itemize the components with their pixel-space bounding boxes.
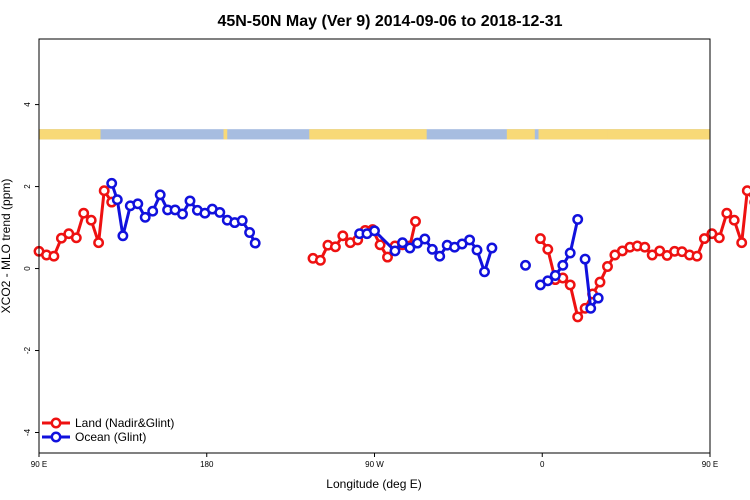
- x-tick-label-3: 0: [540, 460, 545, 469]
- series-0-point-2-26: [728, 214, 740, 226]
- series-1-point-1-8: [426, 243, 438, 255]
- series-layer: [33, 177, 750, 323]
- series-0-point-2-1: [542, 243, 554, 255]
- series-1-point-1-7: [419, 233, 431, 245]
- series-1-point-0-18: [236, 215, 248, 227]
- legend-land-marker: [50, 417, 62, 429]
- series-0-point-2-5: [572, 311, 584, 323]
- series-0-point-0-9: [98, 185, 110, 197]
- series-1-point-1-2: [369, 225, 380, 237]
- series-0-point-2-9: [602, 261, 613, 272]
- series-1-point-0-7: [154, 189, 166, 201]
- series-1-point-4-1: [585, 302, 597, 314]
- series-0-point-0-2: [48, 250, 60, 262]
- series-1-point-1-4: [397, 237, 408, 249]
- chart-title: 45N-50N May (Ver 9) 2014-09-06 to 2018-1…: [217, 13, 562, 30]
- x-tick-label-4: 90 E: [702, 460, 718, 469]
- series-1-point-2-0: [520, 259, 531, 271]
- series-1-point-1-9: [434, 250, 446, 262]
- series-0-point-1-10: [382, 251, 393, 263]
- legend-ocean-label: Ocean (Glint): [75, 430, 146, 444]
- series-1-point-0-10: [177, 208, 188, 220]
- series-0-point-0-6: [78, 207, 90, 219]
- series-0-point-1-3: [329, 241, 341, 253]
- band-land-0: [39, 129, 101, 140]
- series-1-point-3-4: [564, 247, 576, 259]
- y-tick-label-3: 2: [23, 184, 32, 189]
- series-1-point-3-5: [572, 213, 584, 225]
- y-tick-label-2: 0: [23, 266, 32, 271]
- series-1-point-0-5: [139, 211, 151, 223]
- band-land-2: [309, 129, 427, 140]
- series-0-point-0-5: [70, 232, 82, 244]
- series-0-point-1-1: [314, 254, 326, 266]
- x-tick-label-1: 180: [200, 460, 214, 469]
- series-1-point-4-2: [592, 292, 604, 304]
- series-1-point-0-6: [147, 205, 159, 217]
- y-tick-label-4: 4: [23, 102, 32, 107]
- y-tick-label-1: -2: [23, 346, 32, 354]
- series-1: [106, 177, 604, 314]
- series-1-point-0-4: [132, 198, 144, 210]
- series-1-point-1-16: [486, 242, 498, 254]
- plot-frame: [38, 38, 711, 454]
- series-0-point-0-3: [55, 232, 67, 244]
- x-tick-label-2: 90 W: [365, 460, 384, 469]
- series-1-point-3-3: [557, 259, 569, 271]
- series-0-point-0-7: [85, 214, 97, 226]
- legend: Land (Nadir&Glint) Ocean (Glint): [42, 416, 174, 444]
- x-axis: 90 E 180 90 W 0 90 E: [31, 453, 718, 469]
- series-1-point-0-11: [184, 195, 196, 207]
- band-land-4: [538, 129, 608, 140]
- series-0-point-2-27: [736, 237, 748, 249]
- y-axis-label: XCO2 - MLO trend (ppm): [0, 179, 13, 314]
- series-0-point-2-16: [654, 245, 666, 257]
- series-0-point-0-8: [93, 237, 105, 249]
- x-axis-label: Longitude (deg E): [326, 477, 421, 491]
- series-1-point-0-1: [111, 194, 123, 206]
- series-1-point-0-20: [249, 237, 261, 249]
- series-1-point-1-13: [464, 234, 476, 246]
- series-0-point-2-14: [639, 241, 651, 253]
- series-1-point-1-14: [471, 244, 483, 256]
- y-tick-label-0: -4: [23, 428, 32, 436]
- band-land-1: [223, 129, 228, 140]
- series-0-point-1-14: [410, 215, 421, 227]
- series-1-point-1-5: [404, 242, 416, 254]
- land-mask-band: [39, 129, 710, 140]
- series-0-point-2-22: [698, 233, 710, 245]
- series-0-point-2-28: [741, 185, 750, 197]
- series-0-point-1-4: [337, 230, 349, 242]
- band-land-5: [607, 129, 710, 140]
- series-1-point-0-19: [244, 227, 256, 238]
- y-axis: -4 -2 0 2 4: [23, 102, 39, 436]
- series-0-point-2-21: [691, 250, 703, 262]
- series-1-point-3-2: [549, 270, 561, 281]
- series-1-point-0-15: [214, 206, 226, 218]
- legend-item-ocean: Ocean (Glint): [42, 430, 146, 444]
- series-1-point-4-0: [579, 253, 591, 265]
- series-1-point-1-15: [479, 266, 490, 278]
- series-1-point-0-0: [106, 177, 118, 189]
- series-0-point-2-8: [594, 276, 606, 288]
- series-1-point-1-3: [389, 245, 401, 257]
- legend-ocean-marker: [50, 431, 62, 443]
- x-tick-label-0: 90 E: [31, 460, 47, 469]
- legend-land-label: Land (Nadir&Glint): [75, 416, 174, 430]
- series-0-point-1-9: [374, 239, 386, 251]
- series-0-point-2-4: [564, 279, 576, 291]
- legend-item-land: Land (Nadir&Glint): [42, 416, 174, 430]
- series-1-point-0-2: [117, 230, 129, 242]
- series-0-point-2-25: [721, 207, 733, 219]
- series-0-point-2-24: [713, 232, 725, 244]
- series-0-point-2-0: [534, 233, 546, 245]
- series-1-point-3-1: [542, 275, 554, 287]
- band-land-3: [506, 129, 535, 140]
